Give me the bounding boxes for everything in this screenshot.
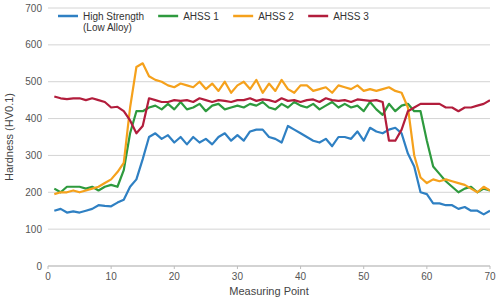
legend: High Strength(Low Alloy) AHSS 1 AHSS 2 AHSS… — [58, 11, 369, 33]
grid-line — [48, 44, 490, 45]
series-line — [54, 102, 490, 192]
y-tick-label: 400 — [25, 113, 42, 124]
x-tick — [490, 266, 491, 269]
x-tick-label: 0 — [45, 271, 51, 282]
legend-label: High Strength(Low Alloy) — [83, 11, 144, 33]
x-tick — [111, 266, 112, 269]
legend-label-line: (Low Alloy) — [83, 22, 132, 33]
x-tick-label: 60 — [421, 271, 433, 282]
y-tick-label: 0 — [36, 261, 42, 272]
plot-lines — [54, 63, 490, 214]
x-tick-label: 30 — [232, 271, 244, 282]
x-tick-label: 40 — [295, 271, 307, 282]
x-tick-label: 70 — [484, 271, 496, 282]
x-tick — [363, 266, 364, 269]
x-axis-line — [48, 266, 490, 267]
legend-label-line: High Strength — [83, 11, 144, 22]
x-tick — [48, 266, 49, 269]
legend-label: AHSS 2 — [258, 11, 294, 22]
series-line — [54, 96, 490, 140]
legend-label-line: AHSS 1 — [183, 11, 219, 22]
x-tick-label: 20 — [169, 271, 181, 282]
x-tick — [300, 266, 301, 269]
y-tick-label: 600 — [25, 39, 42, 50]
grid-line — [48, 155, 490, 156]
legend-label-line: AHSS 2 — [258, 11, 294, 22]
grid-line — [48, 8, 490, 9]
x-tick-label: 10 — [106, 271, 118, 282]
y-tick-label: 300 — [25, 150, 42, 161]
x-tick — [174, 266, 175, 269]
x-tick — [426, 266, 427, 269]
y-tick-label: 500 — [25, 76, 42, 87]
legend-label: AHSS 1 — [183, 11, 219, 22]
grid-line — [48, 118, 490, 119]
legend-label-line: AHSS 3 — [333, 11, 369, 22]
y-tick-label: 100 — [25, 224, 42, 235]
y-axis-label: Hardness (HV0.1) — [3, 93, 15, 181]
chart: 0 100 200 300 400 500 600 700 0 10 20 30 40 50 60 70 Mea… — [0, 0, 500, 302]
grid-line — [48, 81, 490, 82]
legend-swatch — [58, 15, 78, 18]
x-axis-label: Measuring Point — [229, 285, 309, 297]
y-tick-label: 200 — [25, 187, 42, 198]
x-tick-label: 50 — [358, 271, 370, 282]
legend-label: AHSS 3 — [333, 11, 369, 22]
legend-swatch — [233, 15, 253, 18]
series-line — [54, 63, 490, 194]
grid-line — [48, 229, 490, 230]
legend-swatch — [308, 15, 328, 18]
legend-swatch — [158, 15, 178, 18]
grid-line — [48, 266, 490, 267]
x-tick — [237, 266, 238, 269]
y-tick-label: 700 — [25, 3, 42, 14]
